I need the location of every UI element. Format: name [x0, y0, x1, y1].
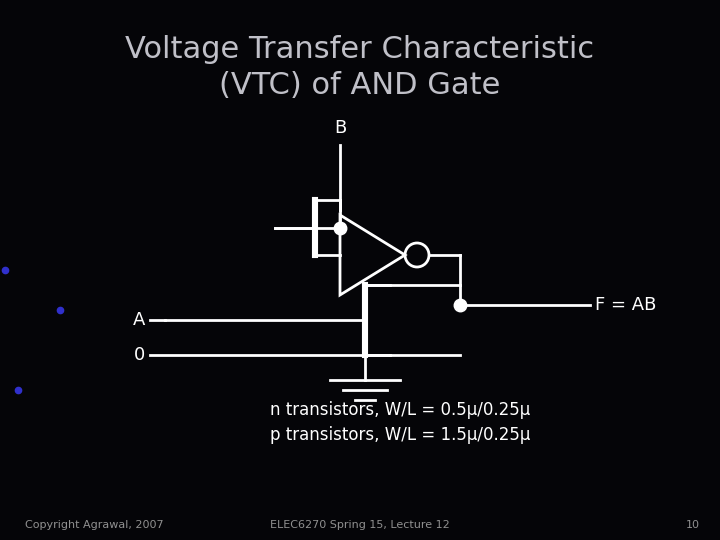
Text: ELEC6270 Spring 15, Lecture 12: ELEC6270 Spring 15, Lecture 12 [270, 520, 450, 530]
Text: 0: 0 [134, 346, 145, 364]
Text: F = AB: F = AB [595, 296, 657, 314]
Text: B: B [334, 119, 346, 137]
Text: A: A [132, 311, 145, 329]
Text: n transistors, W/L = 0.5μ/0.25μ: n transistors, W/L = 0.5μ/0.25μ [270, 401, 530, 419]
Text: 10: 10 [686, 520, 700, 530]
Text: Copyright Agrawal, 2007: Copyright Agrawal, 2007 [25, 520, 163, 530]
Text: (VTC) of AND Gate: (VTC) of AND Gate [220, 71, 500, 99]
Text: Voltage Transfer Characteristic: Voltage Transfer Characteristic [125, 36, 595, 64]
Text: p transistors, W/L = 1.5μ/0.25μ: p transistors, W/L = 1.5μ/0.25μ [270, 426, 531, 444]
